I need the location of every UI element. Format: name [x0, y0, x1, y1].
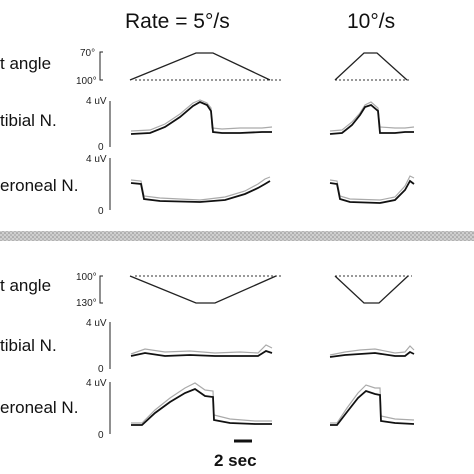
time-scale-label: 2 sec: [214, 451, 257, 470]
tick-angle-bottom-lower: 130°: [76, 298, 97, 309]
tibial-trace-left-top: [130, 99, 273, 135]
tick-tibial-top-upper: 4 uV: [86, 96, 107, 107]
row-label-angle-bottom: t angle: [0, 276, 51, 295]
row-label-peroneal-top: eroneal N.: [0, 176, 78, 195]
tick-peroneal-bottom-lower: 0: [98, 430, 104, 441]
peroneal-trace-left-bottom: [131, 382, 272, 426]
peroneal-trace-right-bottom: [330, 384, 415, 426]
angle-trace-left-bottom: [129, 275, 277, 304]
angle-trace-right-bottom: [334, 275, 409, 304]
tick-peroneal-top-lower: 0: [98, 206, 104, 217]
row-label-tibial-bottom: tibial N.: [0, 336, 57, 355]
tick-tibial-top-lower: 0: [98, 142, 104, 153]
tick-tibial-bottom-lower: 0: [98, 364, 104, 375]
tick-angle-top-lower: 100°: [76, 76, 97, 87]
tick-peroneal-top-upper: 4 uV: [86, 154, 107, 165]
tick-angle-bottom-upper: 100°: [76, 272, 97, 283]
angle-scale-bracket-top: [99, 51, 103, 81]
angle-scale-bracket-bottom: [99, 275, 103, 304]
row-label-tibial-top: tibial N.: [0, 111, 57, 130]
column-header-left: Rate = 5°/s: [125, 10, 230, 33]
peroneal-trace-right-top: [329, 175, 415, 204]
tick-tibial-bottom-upper: 4 uV: [86, 318, 107, 329]
row-label-angle-top: t angle: [0, 54, 51, 73]
tick-angle-top-upper: 70°: [80, 48, 95, 59]
peroneal-trace-left-top: [130, 176, 271, 203]
tibial-trace-right-top: [329, 101, 415, 135]
angle-trace-right-top: [334, 52, 408, 81]
tibial-trace-left-bottom: [130, 344, 273, 357]
column-header-right: 10°/s: [347, 10, 395, 33]
angle-trace-left-top: [129, 52, 271, 81]
tick-peroneal-bottom-upper: 4 uV: [86, 378, 107, 389]
panel-separator: [0, 231, 474, 241]
row-label-peroneal-bottom: eroneal N.: [0, 398, 78, 417]
tibial-trace-right-bottom: [329, 345, 415, 358]
